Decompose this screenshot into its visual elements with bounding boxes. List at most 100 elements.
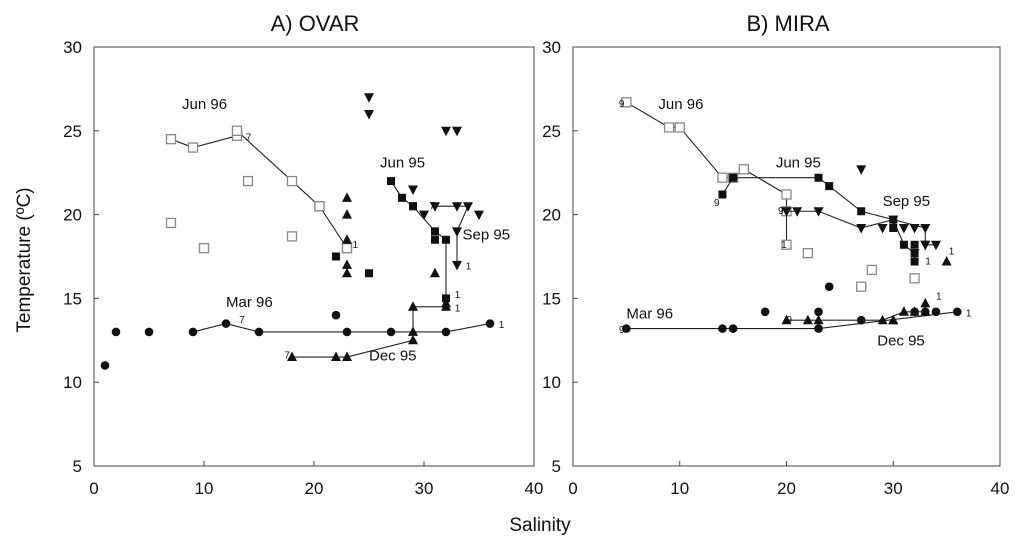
data-point [941,256,952,266]
x-tick-label: 10 [670,479,689,498]
data-point [920,224,931,234]
x-tick-label: 10 [195,479,214,498]
y-tick-label: 25 [542,122,561,141]
data-point [387,177,395,186]
data-point [408,326,418,336]
station-label: 9 [714,198,720,209]
data-point [781,239,792,250]
data-point [332,252,340,261]
data-point [365,269,373,278]
series-annotation: Jun 95 [776,155,821,172]
data-point [621,97,632,108]
data-point [409,202,417,211]
station-label: 1 [925,257,931,268]
data-point [452,260,462,271]
data-point [729,173,738,182]
station-label: 9 [619,325,625,336]
data-point [441,327,451,337]
station-label: 1 [966,308,972,319]
data-point [781,189,792,200]
data-point [888,215,899,226]
data-point [663,122,675,133]
data-point [342,351,352,362]
series-annotation: Jun 96 [658,96,703,113]
data-point [342,327,352,337]
data-point [920,297,931,308]
data-point [442,235,450,244]
data-point [792,207,803,217]
series-annotation: Jun 96 [182,96,227,113]
data-point [920,306,931,316]
y-tick-label: 30 [63,38,82,57]
data-point [728,324,738,333]
data-point [441,297,451,308]
series-line-jun-96 [626,101,788,245]
data-point [221,319,231,328]
series-annotation: Mar 96 [226,294,273,311]
data-point [813,314,824,325]
series-annotation: Dec 95 [877,332,925,349]
data-point [408,301,418,311]
series-line-dec-95 [292,306,446,358]
data-point [909,249,920,259]
chart-title: B) MIRA [746,11,829,36]
series-mar-96 [100,310,495,370]
data-point [198,242,210,254]
data-point [364,110,374,120]
data-point [474,210,484,221]
series-jun-96 [621,97,920,292]
data-point [331,351,341,362]
data-point [408,334,418,345]
data-point [856,224,867,234]
station-label: 1 [466,262,472,273]
x-tick-label: 30 [884,479,903,498]
data-point [431,227,439,236]
data-point [286,175,298,187]
y-tick-label: 15 [542,289,561,308]
x-tick-label: 0 [568,479,577,498]
data-point [342,259,352,269]
series-annotation: Sep 95 [463,227,511,244]
data-point [188,327,198,337]
series-annotation: Jun 95 [380,155,425,172]
x-tick-label: 20 [777,479,796,498]
data-point [781,207,792,217]
y-axis-label: Temperature (ºC) [14,187,35,332]
data-point [419,210,429,221]
data-point [824,282,834,291]
data-point [718,324,727,333]
data-point [930,240,941,251]
station-label: 7 [284,350,290,361]
y-tick-label: 25 [63,122,82,141]
data-point [342,192,352,202]
station-label: 7 [430,201,436,212]
x-tick-label: 0 [89,479,98,498]
data-point [452,202,462,212]
y-tick-label: 5 [552,457,561,476]
series-annotation: Sep 95 [883,193,931,210]
data-point [430,202,440,212]
data-point [857,207,866,216]
data-point [813,207,824,217]
data-point [111,327,121,337]
data-point [452,227,462,237]
data-point [910,257,919,266]
data-point [430,267,440,278]
series-jun-95 [718,173,919,266]
data-point [441,126,451,137]
data-point [877,224,888,234]
series-sep-95 [781,165,941,259]
data-point [909,273,920,284]
x-tick-label: 40 [525,479,544,498]
data-point [165,217,177,229]
data-point [802,314,813,325]
data-point [674,122,685,133]
station-label: 9 [778,206,784,217]
data-point [910,240,919,249]
station-label: 1 [949,246,955,257]
y-tick-label: 20 [542,206,561,225]
plot-frame [93,46,535,467]
x-tick-label: 20 [305,479,324,498]
data-point [287,351,297,362]
